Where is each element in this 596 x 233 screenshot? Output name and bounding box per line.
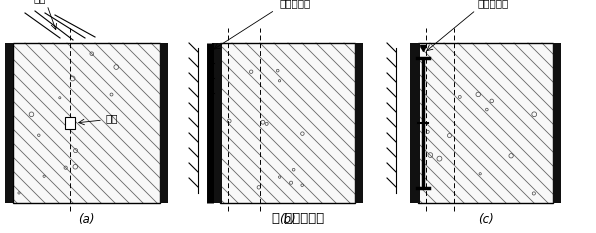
Text: 中埋止水带: 中埋止水带 <box>477 0 508 8</box>
Bar <box>410 43 420 203</box>
Text: (c): (c) <box>477 212 493 226</box>
Bar <box>553 43 561 203</box>
Bar <box>5 43 13 203</box>
Bar <box>212 43 222 203</box>
Bar <box>220 43 355 203</box>
Text: 留槽: 留槽 <box>105 113 117 123</box>
Bar <box>160 43 168 203</box>
Bar <box>220 43 355 203</box>
Bar <box>65 117 75 129</box>
Text: 外贴止水带: 外贴止水带 <box>280 0 311 8</box>
Text: (b): (b) <box>279 212 296 226</box>
Bar <box>13 43 160 203</box>
Bar <box>418 43 553 203</box>
Text: 钒筋: 钒筋 <box>34 0 46 3</box>
Bar <box>355 43 363 203</box>
Bar <box>418 43 553 203</box>
Text: 图 施工缝构造: 图 施工缝构造 <box>272 212 324 225</box>
Bar <box>13 43 160 203</box>
Text: (a): (a) <box>78 212 95 226</box>
